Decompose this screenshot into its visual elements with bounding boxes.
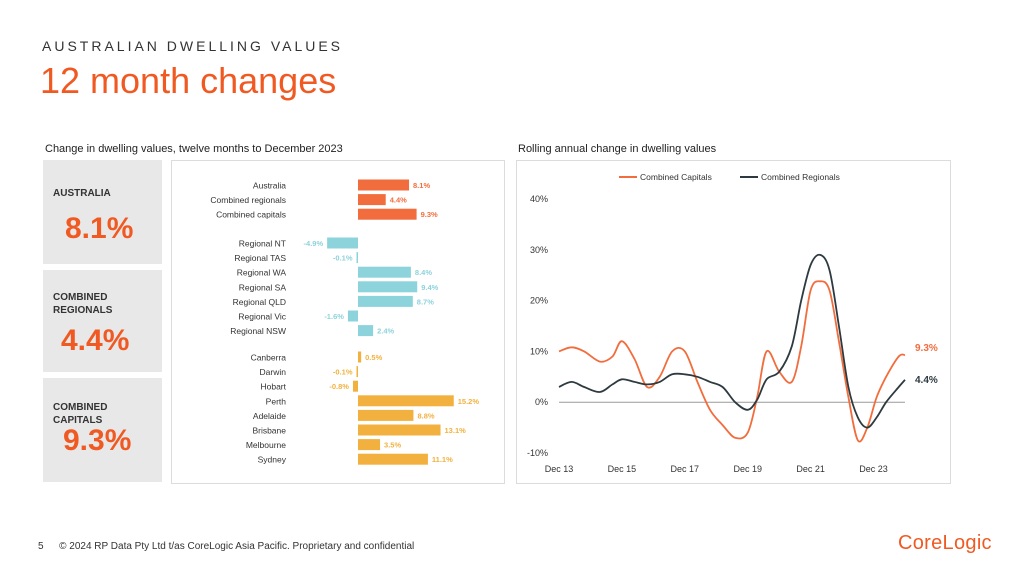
bar-value-label-regional-tas: -0.1% — [333, 254, 353, 263]
bar-value-label-australia: 8.1% — [413, 181, 430, 190]
bar-combined-regionals — [358, 194, 386, 206]
bar-value-label-melbourne: 3.5% — [384, 441, 401, 450]
bar-regional-qld — [358, 295, 413, 307]
bar-australia — [358, 179, 410, 191]
header-kicker: AUSTRALIAN DWELLING VALUES — [42, 38, 344, 54]
bar-category-melbourne: Melbourne — [246, 440, 286, 450]
bar-regional-nt — [327, 237, 358, 249]
bar-value-label-regional-qld: 8.7% — [417, 297, 434, 306]
bar-chart-panel: Australia 8.1% Combined regionals 4.4% Combi… — [171, 160, 505, 484]
x-tick-label: Dec 13 — [545, 464, 574, 474]
bar-combined-capitals — [358, 208, 417, 220]
bar-category-regional-nsw: Regional NSW — [230, 326, 286, 336]
bar-adelaide — [358, 409, 414, 421]
bar-category-sydney: Sydney — [258, 455, 287, 465]
bar-value-label-regional-nt: -4.9% — [304, 239, 324, 248]
stat-value: 4.4% — [61, 324, 130, 357]
y-tick-label: -10% — [527, 448, 548, 458]
y-tick-label: 40% — [530, 194, 548, 204]
bar-regional-tas — [356, 252, 358, 264]
stat-label-line2: CAPITALS — [53, 415, 103, 426]
bar-regional-vic — [347, 310, 358, 322]
bar-value-label-regional-nsw: 2.4% — [377, 327, 394, 336]
bar-canberra — [358, 351, 362, 363]
bar-value-label-adelaide: 8.8% — [417, 411, 434, 420]
bar-value-label-combined-regionals: 4.4% — [390, 196, 407, 205]
x-tick-label: Dec 17 — [671, 464, 700, 474]
stat-label-line2: REGIONALS — [53, 305, 113, 316]
series-line-combined-regionals — [558, 253, 906, 429]
x-tick-label: Dec 19 — [733, 464, 762, 474]
bar-value-label-darwin: -0.1% — [333, 368, 353, 377]
footer: 5 © 2024 RP Data Pty Ltd t/as CoreLogic … — [38, 541, 414, 552]
bar-chart: Australia 8.1% Combined regionals 4.4% Combi… — [210, 179, 480, 465]
line-chart-panel: -10% 0% 10% 20% 30% 40% Dec 13 Dec 15 Dec 17 Dec … — [516, 160, 951, 484]
x-tick-label: Dec 15 — [608, 464, 637, 474]
bar-value-label-brisbane: 13.1% — [445, 426, 467, 435]
bar-value-label-regional-wa: 8.4% — [415, 268, 432, 277]
bar-value-label-regional-vic: -1.6% — [324, 312, 344, 321]
bar-category-regional-qld: Regional QLD — [233, 297, 286, 307]
bar-category-hobart: Hobart — [260, 382, 286, 392]
bar-category-combined-regionals: Combined regionals — [210, 195, 286, 205]
corelogic-logo: CoreLogic — [898, 532, 992, 554]
bar-perth — [358, 395, 454, 407]
bar-category-regional-nt: Regional NT — [239, 239, 286, 249]
bar-sydney — [358, 453, 428, 465]
bar-value-label-regional-sa: 9.4% — [421, 283, 438, 292]
y-tick-label: 0% — [535, 397, 548, 407]
stat-label-line1: COMBINED — [53, 402, 108, 413]
bar-category-australia: Australia — [253, 181, 286, 191]
stat-value: 9.3% — [63, 424, 132, 457]
bar-regional-sa — [358, 281, 418, 293]
bar-brisbane — [358, 424, 441, 436]
bar-category-canberra: Canberra — [251, 353, 287, 363]
line-chart: -10% 0% 10% 20% 30% 40% Dec 13 Dec 15 Dec 17 Dec … — [527, 172, 938, 474]
bar-category-brisbane: Brisbane — [252, 426, 286, 436]
copyright-text: © 2024 RP Data Pty Ltd t/as CoreLogic As… — [59, 541, 415, 552]
bar-regional-nsw — [358, 325, 374, 337]
right-panel-title: Rolling annual change in dwelling values — [518, 143, 717, 155]
stat-value: 8.1% — [65, 212, 134, 245]
bar-regional-wa — [358, 266, 411, 278]
y-tick-label: 20% — [530, 296, 548, 306]
x-tick-label: Dec 21 — [796, 464, 825, 474]
bar-category-combined-capitals: Combined capitals — [216, 210, 286, 220]
bar-darwin — [356, 366, 358, 378]
bar-category-perth: Perth — [266, 396, 287, 406]
stat-box-combined-regionals: COMBINED REGIONALS 4.4% — [43, 270, 162, 372]
series-end-label-combined-regionals: 4.4% — [915, 375, 938, 386]
bar-category-darwin: Darwin — [260, 367, 287, 377]
bar-hobart — [352, 380, 358, 392]
stat-label: AUSTRALIA — [53, 188, 111, 199]
stat-box-australia: AUSTRALIA 8.1% — [43, 160, 162, 264]
bar-melbourne — [358, 439, 381, 451]
bar-category-regional-tas: Regional TAS — [234, 253, 286, 263]
page-title: 12 month changes — [40, 60, 337, 101]
series-line-combined-capitals — [558, 280, 906, 443]
left-panel-title: Change in dwelling values, twelve months… — [45, 143, 343, 155]
bar-value-label-perth: 15.2% — [458, 397, 480, 406]
bar-category-regional-vic: Regional Vic — [238, 312, 286, 322]
legend-label-combined-capitals: Combined Capitals — [640, 172, 712, 182]
bar-category-regional-wa: Regional WA — [237, 268, 287, 278]
stat-label-line1: COMBINED — [53, 292, 108, 303]
x-tick-label: Dec 23 — [859, 464, 888, 474]
bar-category-regional-sa: Regional SA — [239, 282, 287, 292]
bar-value-label-combined-capitals: 9.3% — [421, 210, 438, 219]
stat-box-combined-capitals: COMBINED CAPITALS 9.3% — [43, 378, 162, 482]
y-tick-label: 10% — [530, 346, 548, 356]
legend-label-combined-regionals: Combined Regionals — [761, 172, 840, 182]
bar-value-label-sydney: 11.1% — [432, 455, 453, 464]
bar-category-adelaide: Adelaide — [253, 411, 286, 421]
page-number: 5 — [38, 541, 44, 552]
bar-value-label-canberra: 0.5% — [365, 353, 382, 362]
series-end-label-combined-capitals: 9.3% — [915, 343, 938, 354]
y-tick-label: 30% — [530, 245, 548, 255]
bar-value-label-hobart: -0.8% — [329, 382, 349, 391]
